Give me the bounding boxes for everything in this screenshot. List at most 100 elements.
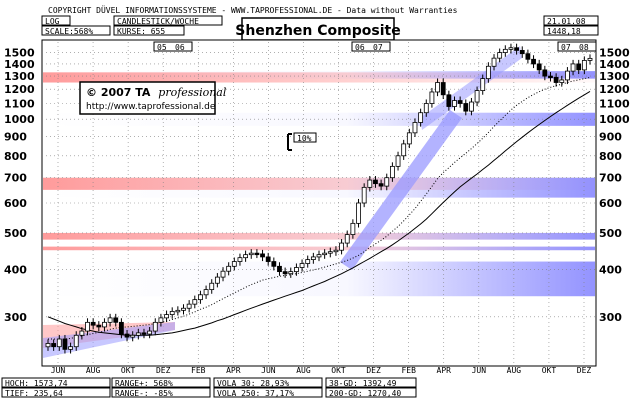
candle-body	[186, 303, 192, 309]
chart-kind-box	[113, 15, 223, 26]
tief-label: TIEF: 235,64	[5, 389, 63, 398]
candle-body	[305, 259, 311, 264]
candle-body	[260, 253, 265, 258]
candle-body	[373, 179, 378, 185]
candle-body	[565, 70, 570, 81]
candle-body	[491, 57, 497, 67]
candle-body	[294, 267, 299, 273]
candle-body	[51, 343, 57, 348]
candle-body	[277, 265, 282, 273]
y-tick-label-right: 800	[599, 150, 622, 163]
x-tick-label: APR	[437, 366, 452, 375]
candle-body	[333, 249, 339, 253]
candle-body	[248, 252, 254, 256]
logo-prefix: © 2007 TA	[86, 86, 151, 99]
candle-body	[446, 94, 452, 107]
candle-body	[107, 317, 113, 323]
x-axis-ticks: JUN AUG OKT DEZ FEB APR JUN AUG OKT DEZ FEB APR JUN A…	[51, 366, 592, 375]
candle-body	[525, 53, 531, 60]
gd38-label: 38-GD: 1392,49	[329, 379, 397, 388]
logo-box: © 2007 TA professional http://www.taprof…	[79, 81, 227, 115]
candle-body	[192, 299, 198, 305]
y-tick-label-right: 1100	[599, 98, 630, 111]
zone-band	[43, 232, 595, 240]
candle-body	[124, 333, 130, 338]
x-tick-label: JUN	[261, 366, 276, 375]
candles	[45, 43, 593, 354]
candle-body	[581, 60, 587, 71]
candle-body	[181, 307, 186, 311]
candle-body	[440, 82, 446, 96]
period-marker-box	[293, 132, 317, 143]
candle-body	[395, 155, 401, 167]
range-plus-label: RANGE+: 568%	[115, 379, 173, 388]
year-marker-06: 06	[175, 43, 185, 52]
candle-body	[469, 101, 474, 112]
candle-body	[147, 330, 153, 335]
y-tick-label-left: 1500	[4, 47, 35, 60]
period-marker-label: 10%	[297, 134, 312, 143]
candle-body	[474, 90, 480, 103]
y-tick-label-right: 400	[599, 264, 622, 277]
last-value-box	[543, 25, 599, 36]
gd200-label: 200-GD: 1270,40	[329, 389, 401, 398]
candle-body	[118, 321, 124, 335]
x-tick-label: AUG	[507, 366, 522, 375]
year-marker-07-08	[557, 41, 597, 52]
candle-body	[502, 48, 508, 53]
y-tick-label-right: 700	[599, 172, 622, 185]
year-marker-06-07	[351, 41, 391, 52]
x-tick-label: DEZ	[577, 366, 592, 375]
candle-body	[226, 265, 232, 272]
x-tick-label: FEB	[401, 366, 416, 375]
candle-body	[553, 76, 559, 83]
candle-body	[254, 252, 260, 256]
candle-body	[497, 52, 503, 59]
scale-type-label: LOG	[45, 17, 60, 26]
scale-type-box	[41, 15, 71, 26]
date-label: 21.01.08	[547, 17, 586, 26]
candle-body	[282, 271, 288, 275]
candle-body	[62, 338, 68, 350]
candle-body	[237, 257, 243, 262]
y-tick-label-left: 900	[4, 130, 27, 143]
y-tick-label-right: 500	[599, 227, 622, 240]
candle-body	[327, 251, 333, 254]
ma38-line	[48, 76, 591, 341]
footer: HOCH: 1573,74 TIEF: 235,64 RANGE+: 568% …	[1, 377, 417, 398]
candle-body	[548, 75, 553, 78]
vola250-label: VOLA 250: 37,17%	[217, 389, 294, 398]
candle-body	[480, 78, 486, 91]
candle-body	[243, 254, 249, 259]
candle-body	[570, 63, 576, 72]
y-tick-label-left: 1200	[4, 83, 35, 96]
candle-body	[401, 143, 407, 157]
logo-url: http://www.taprofessional.de	[86, 102, 216, 112]
candle-body	[299, 263, 305, 268]
zone-band	[43, 71, 595, 79]
tief-box	[1, 387, 111, 398]
year-markers: 05 06 06 07 07 08	[153, 41, 597, 52]
candle-body	[96, 324, 102, 328]
candle-body	[435, 82, 440, 93]
candle-body	[214, 276, 220, 284]
zone-band	[43, 246, 595, 251]
range-plus-box	[111, 377, 211, 388]
x-tick-label: JUN	[472, 366, 487, 375]
candle-body	[389, 165, 395, 179]
candle-body	[68, 346, 73, 350]
header: COPYRIGHT DÜVEL INFORMATIONSSYSTEME - WW…	[41, 5, 599, 41]
y-tick-label-left: 300	[4, 311, 27, 324]
candle-body	[536, 63, 542, 71]
candle-body	[45, 343, 51, 348]
candle-body	[203, 289, 209, 296]
candle-body	[198, 294, 203, 301]
candle-body	[56, 338, 62, 348]
y-tick-label-left: 1000	[4, 113, 35, 126]
candle-body	[339, 242, 344, 251]
year-marker-07b: 07	[561, 43, 571, 52]
y-tick-label-left: 600	[4, 197, 27, 210]
candle-body	[508, 47, 514, 50]
candle-body	[141, 332, 147, 335]
